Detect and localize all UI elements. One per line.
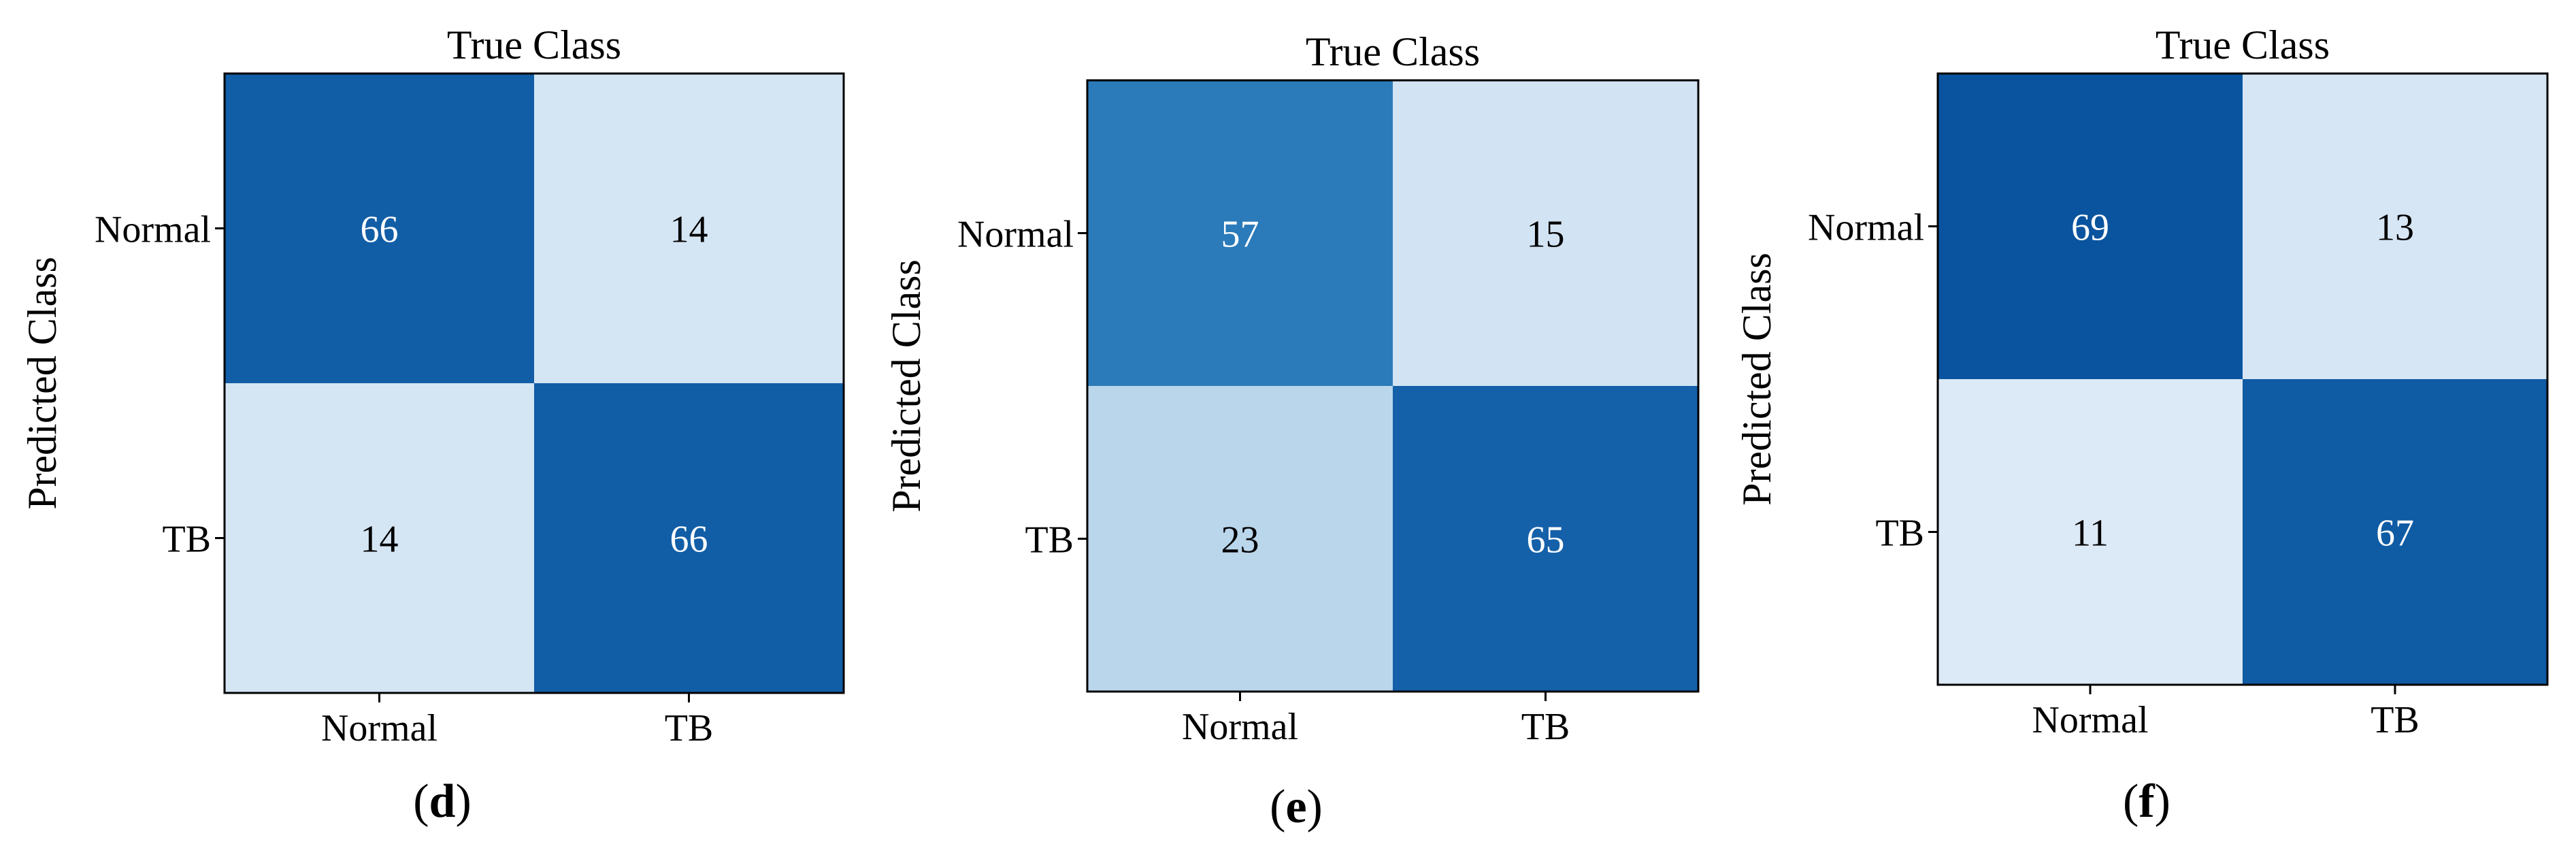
x-tick-label: TB	[1521, 706, 1570, 748]
heatmap-cell	[2243, 74, 2547, 379]
cell-value-label: 69	[2071, 207, 2109, 249]
chart-title: True Class	[447, 22, 621, 67]
y-axis-label: Predicted Class	[20, 257, 65, 510]
heatmap-cell	[1087, 386, 1393, 692]
plot-frame	[1936, 72, 2549, 686]
panel-letter: d	[429, 775, 456, 828]
x-tick-label: Normal	[2032, 699, 2148, 741]
heatmap-cell	[1938, 74, 2243, 379]
y-tick-label: Normal	[1808, 207, 1924, 249]
chart-title: True Class	[2156, 22, 2330, 67]
heatmap-cell	[534, 74, 844, 383]
cell-value-label: 66	[670, 519, 708, 561]
y-tick-label: TB	[162, 519, 211, 561]
heatmap-cell	[1938, 379, 2243, 685]
heatmap-cell	[534, 383, 844, 693]
heatmap-cell	[1393, 80, 1698, 386]
cell-value-label: 14	[361, 519, 399, 561]
x-tick-label: Normal	[1182, 706, 1298, 748]
y-tick-label: TB	[1025, 519, 1074, 562]
x-tick-label: TB	[665, 707, 714, 749]
cell-value-label: 13	[2376, 207, 2414, 249]
cell-value-label: 67	[2376, 513, 2414, 555]
cell-value-label: 11	[2072, 513, 2109, 555]
y-tick-label: Normal	[957, 214, 1074, 256]
panel-letter: e	[1285, 781, 1306, 833]
heatmap-cell	[225, 74, 534, 383]
cell-value-label: 65	[1527, 519, 1565, 562]
cell-value-label: 57	[1221, 214, 1259, 256]
x-tick-label: Normal	[321, 707, 437, 749]
plot-frame	[1086, 79, 1700, 693]
heatmap-cell	[1393, 386, 1698, 692]
heatmap-cell	[1087, 80, 1393, 386]
chart-title: True Class	[1306, 29, 1480, 74]
plot-frame	[223, 72, 845, 694]
cell-value-label: 66	[361, 209, 399, 251]
y-tick-label: Normal	[95, 209, 211, 251]
cell-value-label: 14	[670, 209, 708, 251]
cell-value-label: 15	[1527, 214, 1565, 256]
heatmap-cell	[2243, 379, 2547, 685]
panel-letter: f	[2139, 775, 2155, 828]
y-tick-label: TB	[1875, 513, 1924, 555]
y-axis-label: Predicted Class	[884, 259, 929, 513]
heatmap-cell	[225, 383, 534, 693]
panel-label: (e)	[1270, 781, 1323, 833]
y-axis-label: Predicted Class	[1734, 253, 1779, 506]
panel-label: (d)	[413, 775, 472, 828]
x-tick-label: TB	[2371, 699, 2420, 741]
panel-label: (f)	[2123, 775, 2170, 828]
cell-value-label: 23	[1221, 519, 1259, 562]
